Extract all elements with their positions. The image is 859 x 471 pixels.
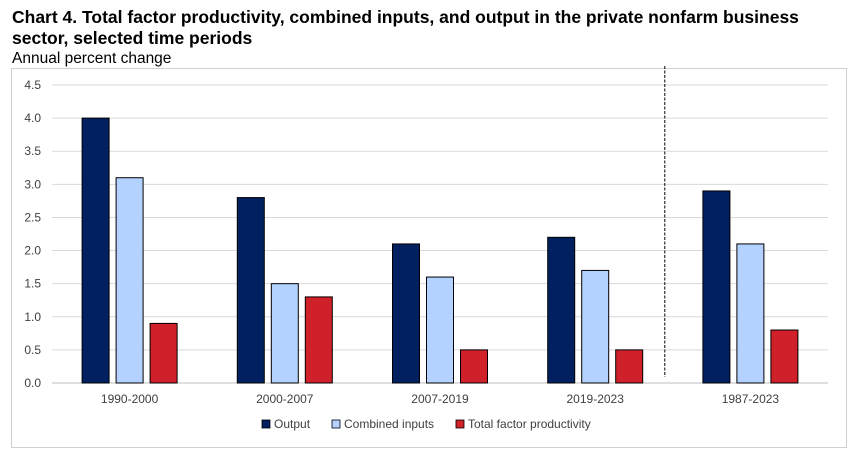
bar bbox=[304, 296, 333, 384]
bar bbox=[270, 283, 299, 384]
chart-frame bbox=[11, 68, 847, 448]
bar bbox=[115, 177, 144, 384]
x-tick-label: 2000-2007 bbox=[256, 392, 314, 406]
legend-label: Combined inputs bbox=[344, 417, 434, 431]
bar bbox=[81, 117, 110, 384]
bar bbox=[392, 243, 420, 384]
bar bbox=[702, 190, 731, 384]
x-tick-label: 1987-2023 bbox=[722, 392, 780, 406]
y-tick-label: 4.5 bbox=[24, 78, 41, 92]
legend-label: Output bbox=[274, 417, 311, 431]
x-axis: 1990-2000 2000-2007 2007-2019 2019-2023 1987… bbox=[101, 392, 780, 406]
bar bbox=[770, 329, 799, 384]
chart-subtitle: Annual percent change bbox=[12, 50, 172, 67]
y-tick-label: 1.5 bbox=[24, 277, 41, 291]
x-tick-label: 2019-2023 bbox=[567, 392, 625, 406]
bar bbox=[236, 197, 265, 384]
bar bbox=[547, 236, 576, 384]
y-tick-label: 3.5 bbox=[24, 144, 41, 158]
bar bbox=[581, 269, 610, 384]
y-axis: 0.0 0.5 1.0 1.5 2.0 2.5 3.0 3.5 4.0 4.5 bbox=[24, 78, 41, 390]
legend: Output Combined inputs Total factor produc… bbox=[261, 417, 591, 431]
bars bbox=[81, 117, 799, 384]
bar bbox=[149, 322, 178, 384]
y-tick-label: 1.0 bbox=[24, 310, 41, 324]
legend-swatch bbox=[455, 419, 465, 429]
y-tick-label: 0.5 bbox=[24, 343, 41, 357]
chart-title: Chart 4. Total factor productivity, comb… bbox=[12, 7, 799, 48]
y-tick-label: 3.0 bbox=[24, 177, 41, 191]
y-tick-label: 4.0 bbox=[24, 111, 41, 125]
bar bbox=[426, 276, 454, 384]
legend-label: Total factor productivity bbox=[468, 417, 591, 431]
bar bbox=[736, 243, 765, 384]
x-tick-label: 2007-2019 bbox=[411, 392, 469, 406]
y-tick-label: 0.0 bbox=[24, 376, 41, 390]
bar bbox=[460, 349, 488, 384]
y-tick-label: 2.0 bbox=[24, 244, 41, 258]
bar bbox=[615, 349, 644, 384]
legend-swatch bbox=[261, 419, 271, 429]
legend-swatch bbox=[331, 419, 341, 429]
x-tick-label: 1990-2000 bbox=[101, 392, 159, 406]
y-tick-label: 2.5 bbox=[24, 210, 41, 224]
